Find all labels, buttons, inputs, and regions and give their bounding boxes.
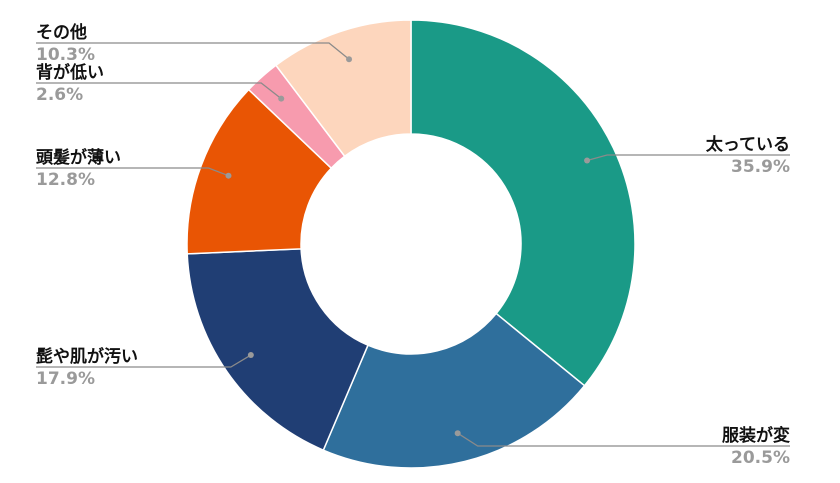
slice-percent-label: 12.8% [36, 170, 95, 190]
leader-dot [225, 172, 232, 179]
leader-lines [36, 42, 790, 447]
slice-category-label: 太っている [706, 134, 790, 155]
slice-category-label: 髭や肌が汚い [36, 346, 138, 367]
slice-percent-label: 35.9% [731, 157, 790, 177]
slice-category-label: 服装が変 [722, 425, 790, 446]
leader-line [36, 354, 252, 368]
leader-dot [247, 352, 254, 359]
slice-percent-label: 10.3% [36, 45, 95, 65]
slice-category-label: 背が低い [36, 62, 104, 83]
leader-line [586, 154, 790, 162]
slice-percent-label: 17.9% [36, 369, 95, 389]
slice-category-label: 頭髪が薄い [36, 147, 121, 168]
donut-slice [322, 312, 586, 469]
leader-line [36, 82, 282, 100]
slice-category-label: その他 [36, 22, 87, 43]
donut-slice [410, 19, 636, 387]
leader-dot [346, 56, 353, 63]
leader-dot [584, 157, 591, 164]
leader-line [36, 42, 350, 60]
donut-slices [186, 19, 636, 469]
leader-line [457, 432, 790, 447]
slice-percent-label: 20.5% [731, 448, 790, 468]
donut-slice [186, 248, 369, 452]
slice-percent-label: 2.6% [36, 85, 83, 105]
leader-dot [454, 430, 461, 437]
leader-dot [278, 95, 285, 102]
leader-line [36, 167, 229, 177]
